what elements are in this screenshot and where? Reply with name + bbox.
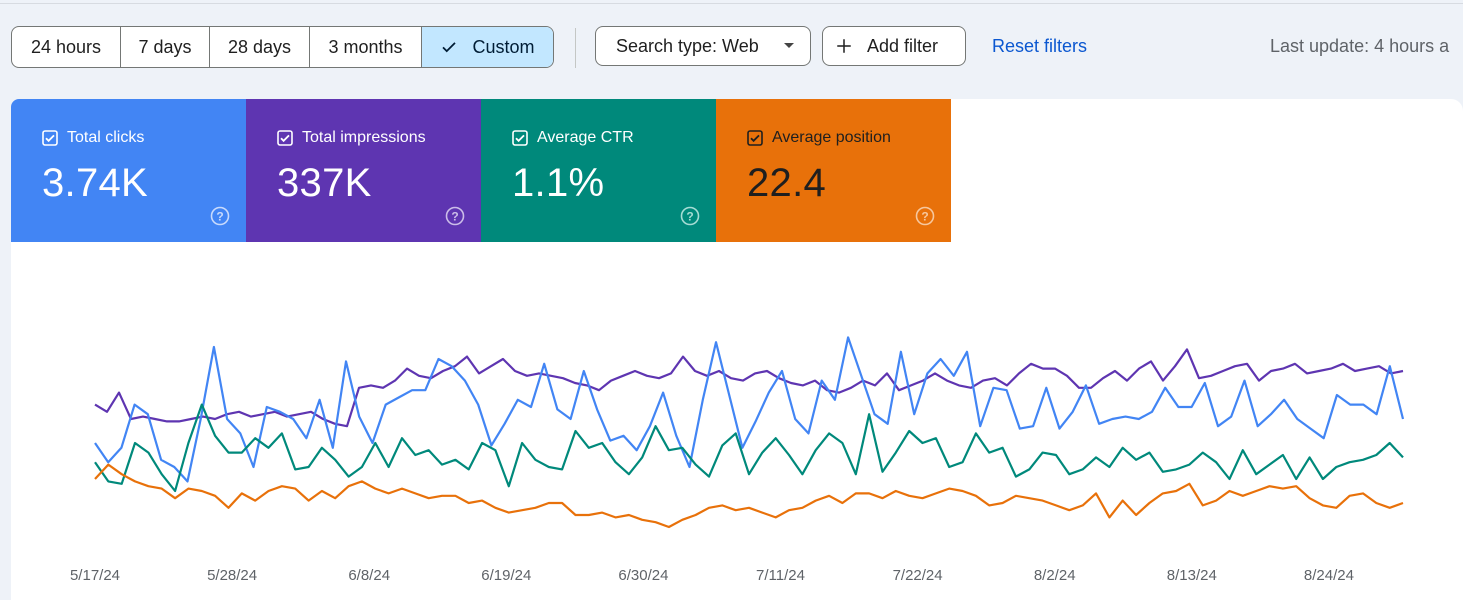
x-tick-label: 6/8/24 [348, 567, 390, 584]
toolbar-divider [575, 28, 576, 68]
metric-value: 22.4 [747, 161, 827, 205]
svg-text:?: ? [921, 210, 928, 224]
range-28-days-button[interactable]: 28 days [209, 27, 309, 67]
svg-text:?: ? [451, 210, 458, 224]
series-line-average-ctr[interactable] [94, 403, 1404, 493]
check-icon [442, 42, 457, 53]
x-tick-label: 6/19/24 [481, 567, 531, 584]
checkbox-checked-icon[interactable] [42, 130, 58, 146]
range-custom-button[interactable]: Custom [421, 27, 553, 67]
svg-text:?: ? [686, 210, 693, 224]
metric-average-position[interactable]: Average position 22.4 ? [716, 99, 951, 242]
performance-chart: 5/17/24 5/28/24 6/8/24 6/19/24 6/30/24 7/11/2… [70, 336, 1405, 584]
help-circle-icon[interactable]: ? [680, 206, 700, 226]
series-line-average-position[interactable] [94, 463, 1404, 529]
metric-label: Total impressions [302, 129, 426, 146]
svg-text:?: ? [216, 210, 223, 224]
reset-filters-link[interactable]: Reset filters [992, 36, 1088, 56]
metric-total-impressions[interactable]: Total impressions 337K ? [246, 99, 481, 242]
series-line-total-impressions[interactable] [94, 348, 1404, 428]
last-update-text: Last update: 4 hours a [1270, 36, 1450, 56]
metric-label: Average CTR [537, 129, 634, 146]
x-tick-label: 8/24/24 [1304, 567, 1354, 584]
help-circle-icon[interactable]: ? [210, 206, 230, 226]
top-divider [0, 3, 1463, 4]
metric-total-clicks[interactable]: Total clicks 3.74K ? [11, 99, 246, 242]
x-tick-label: 5/17/24 [70, 567, 120, 584]
metric-average-ctr[interactable]: Average CTR 1.1% ? [481, 99, 716, 242]
help-circle-icon[interactable]: ? [445, 206, 465, 226]
checkbox-checked-icon[interactable] [747, 130, 763, 146]
x-tick-label: 8/2/24 [1034, 567, 1076, 584]
metric-label: Average position [772, 129, 891, 146]
search-type-dropdown[interactable]: Search type: Web [595, 26, 811, 66]
range-custom-label: Custom [472, 36, 535, 57]
x-tick-label: 8/13/24 [1167, 567, 1217, 584]
metric-value: 1.1% [512, 161, 605, 205]
metric-value: 337K [277, 161, 372, 205]
x-tick-label: 7/22/24 [893, 567, 943, 584]
help-circle-icon[interactable]: ? [915, 206, 935, 226]
search-type-label: Search type: Web [616, 35, 759, 56]
metric-label: Total clicks [67, 129, 145, 146]
range-24-hours-button[interactable]: 24 hours [30, 36, 102, 57]
x-tick-label: 7/11/24 [756, 567, 805, 584]
plus-icon [837, 39, 851, 53]
add-filter-button[interactable]: Add filter [822, 26, 966, 66]
checkbox-checked-icon[interactable] [277, 130, 293, 146]
date-range-selector: 24 hours 7 days 28 days 3 months Custom [11, 26, 554, 68]
range-7-days-button[interactable]: 7 days [120, 27, 209, 67]
add-filter-label: Add filter [867, 35, 939, 56]
series-line-total-clicks[interactable] [94, 336, 1405, 483]
x-tick-label: 6/30/24 [618, 567, 668, 584]
range-3-months-button[interactable]: 3 months [309, 27, 421, 67]
caret-down-icon [784, 43, 794, 48]
metric-value: 3.74K [42, 161, 149, 205]
performance-card: 5/17/24 5/28/24 6/8/24 6/19/24 6/30/24 7/11/2… [11, 99, 1463, 600]
checkbox-checked-icon[interactable] [512, 130, 528, 146]
x-tick-label: 5/28/24 [207, 567, 257, 584]
